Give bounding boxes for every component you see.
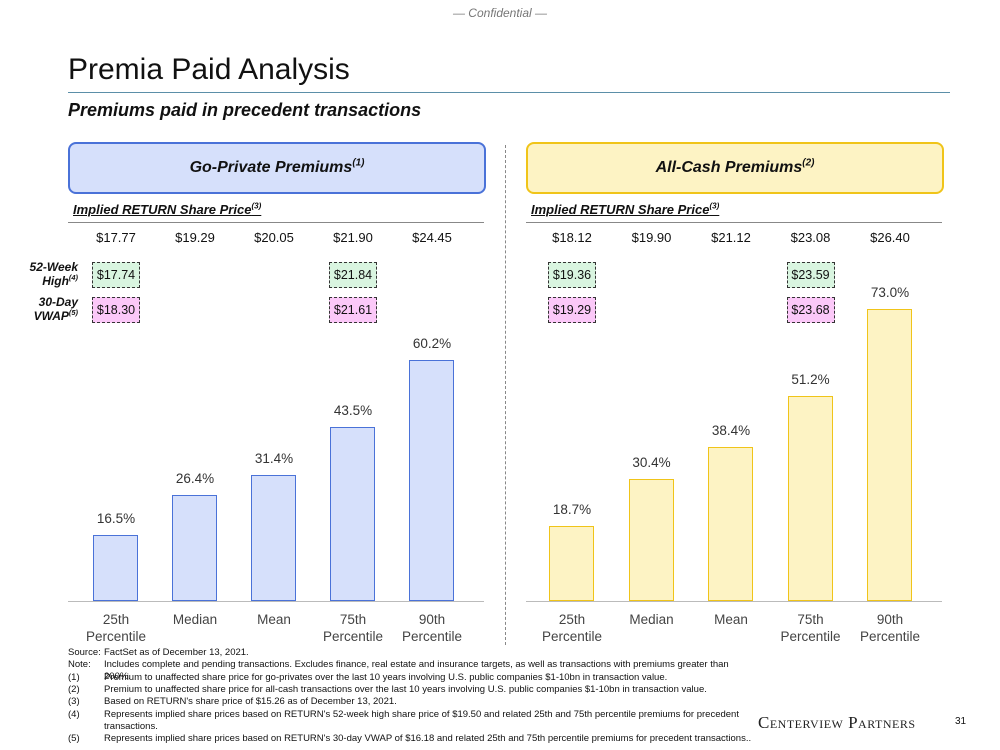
footnote-text: FactSet as of December 13, 2021. bbox=[104, 647, 249, 658]
implied-price: $24.45 bbox=[412, 230, 452, 245]
subtitle: Premiums paid in precedent transactions bbox=[68, 100, 422, 120]
category-label: 25th Percentile bbox=[85, 612, 147, 644]
title-note: (1) bbox=[352, 157, 365, 169]
value-label: 16.5% bbox=[96, 511, 136, 526]
category-label: 25th Percentile bbox=[541, 612, 603, 644]
logo: Centerview Partners bbox=[758, 713, 916, 732]
title: All-Cash Premiums bbox=[655, 159, 803, 176]
value-label: 18.7% bbox=[552, 502, 592, 518]
category-label: 90th Percentile bbox=[401, 612, 463, 644]
footnote-marker: Note: bbox=[68, 659, 91, 671]
footnote-text: Premium to unaffected share price for go… bbox=[104, 671, 668, 683]
high-52wk-box: $21.84 bbox=[329, 262, 377, 288]
footnote-marker: (5) bbox=[68, 732, 80, 744]
title: Go-Private Premiums bbox=[189, 159, 353, 176]
footnote-text: Includes complete and pending transactio… bbox=[104, 659, 729, 683]
panel-title: Go-Private Premiums(1) bbox=[189, 157, 365, 177]
value-label: 30.4% bbox=[632, 455, 671, 471]
category-label: Mean bbox=[714, 612, 748, 627]
category-label: 75th Percentile bbox=[780, 612, 841, 644]
vwap-30day-box: $21.61 bbox=[329, 297, 377, 323]
value-label: 26.4% bbox=[175, 471, 215, 487]
category-label: Mean bbox=[257, 612, 291, 627]
label: 30-Day VWAP bbox=[33, 295, 78, 323]
footnote-marker: Source: bbox=[68, 647, 101, 658]
value-label: 38.4% bbox=[711, 423, 751, 439]
bar bbox=[787, 396, 833, 601]
label: Implied RETURN Share Price bbox=[73, 202, 252, 217]
value-label: 51.2% bbox=[791, 372, 830, 388]
row-label: 30-Day VWAP(5) bbox=[20, 295, 78, 323]
label: Implied RETURN Share Price bbox=[531, 202, 710, 217]
footnote-text: Represents implied share prices based on… bbox=[104, 708, 739, 732]
divider bbox=[505, 145, 506, 645]
panel-header: Go-Private Premiums(1) bbox=[68, 142, 486, 194]
bar bbox=[867, 309, 912, 601]
price-rule bbox=[68, 222, 484, 223]
implied-price: $17.77 bbox=[96, 230, 136, 245]
price-header: Implied RETURN Share Price(3) bbox=[531, 202, 719, 217]
footnote-text: Based on RETURN's share price of $15.26 … bbox=[104, 696, 397, 708]
vwap-30day-box: $18.30 bbox=[92, 297, 140, 323]
title-note: (2) bbox=[802, 157, 815, 169]
note: (3) bbox=[251, 201, 262, 211]
bar bbox=[708, 447, 753, 601]
footnote-text: Premium to unaffected share price for al… bbox=[104, 683, 707, 695]
implied-price: $18.12 bbox=[552, 230, 592, 245]
category-label: 90th Percentile bbox=[859, 612, 921, 644]
price-rule bbox=[526, 222, 942, 223]
confidential: — Confidential — bbox=[452, 6, 548, 20]
bar bbox=[330, 427, 375, 601]
category-label: 75th Percentile bbox=[322, 612, 384, 644]
page-number: 31 bbox=[955, 716, 967, 727]
value-label: 60.2% bbox=[412, 336, 452, 352]
implied-price: $26.40 bbox=[870, 230, 910, 245]
high-52wk-box: $17.74 bbox=[92, 262, 140, 288]
implied-price: $20.05 bbox=[254, 230, 294, 245]
note: (4) bbox=[68, 273, 78, 282]
price-header: Implied RETURN Share Price(3) bbox=[73, 202, 261, 217]
bar bbox=[628, 479, 674, 601]
value-label: 31.4% bbox=[254, 451, 294, 467]
bar bbox=[549, 526, 594, 601]
title-rule bbox=[68, 92, 950, 93]
vwap-30day-box: $23.68 bbox=[786, 297, 835, 323]
implied-price: $21.12 bbox=[711, 230, 751, 245]
category-label: Median bbox=[629, 612, 674, 627]
label: 52-Week High bbox=[29, 260, 78, 288]
implied-price: $23.08 bbox=[790, 230, 831, 245]
bar bbox=[172, 495, 217, 601]
category-label: Median bbox=[172, 612, 218, 627]
panel-title: All-Cash Premiums(2) bbox=[655, 157, 815, 177]
baseline bbox=[68, 601, 484, 602]
implied-price: $21.90 bbox=[333, 230, 373, 245]
baseline bbox=[526, 601, 942, 602]
row-label: 52-Week High(4) bbox=[20, 260, 78, 288]
value-label: 73.0% bbox=[870, 285, 910, 300]
bar bbox=[409, 360, 454, 601]
note: (5) bbox=[68, 308, 78, 317]
panel-header: All-Cash Premiums(2) bbox=[526, 142, 944, 194]
footnote-text: Represents implied share prices based on… bbox=[104, 732, 752, 744]
footnote-marker: (2) bbox=[68, 683, 80, 695]
high-52wk-box: $19.36 bbox=[548, 262, 596, 288]
footnote-marker: (3) bbox=[68, 696, 80, 708]
note: (3) bbox=[709, 201, 720, 211]
footnote-marker: (4) bbox=[68, 708, 80, 720]
implied-price: $19.29 bbox=[175, 230, 215, 245]
implied-price: $19.90 bbox=[631, 230, 672, 245]
high-52wk-box: $23.59 bbox=[786, 262, 835, 288]
title: Premia Paid Analysis bbox=[68, 53, 350, 86]
value-label: 43.5% bbox=[333, 403, 373, 418]
bar bbox=[251, 475, 296, 601]
vwap-30day-box: $19.29 bbox=[548, 297, 596, 323]
bar bbox=[93, 535, 138, 601]
footnote-marker: (1) bbox=[68, 671, 80, 683]
